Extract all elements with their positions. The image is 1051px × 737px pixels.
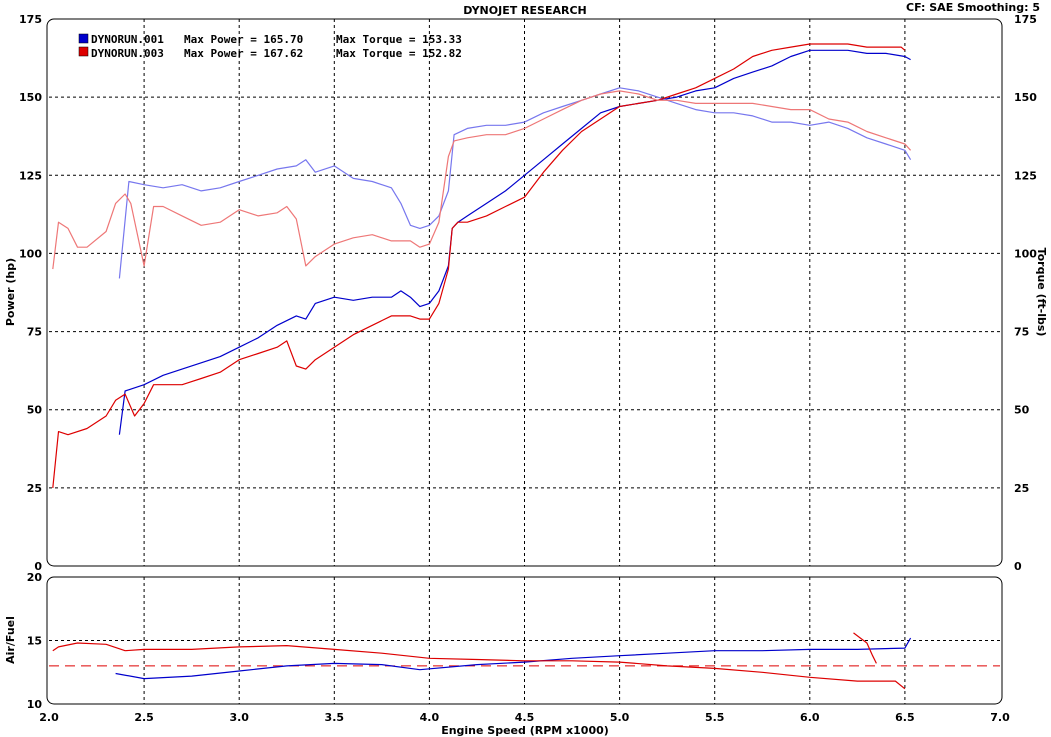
y-tick-label-left: 50 xyxy=(27,404,43,417)
legend-swatch-run2 xyxy=(78,46,89,57)
afr-axis-label: Air/Fuel xyxy=(4,616,17,664)
x-tick-label: 7.0 xyxy=(990,711,1010,724)
x-tick-label: 5.5 xyxy=(705,711,725,724)
x-tick-label: 4.5 xyxy=(515,711,535,724)
legend-run1-torque: Max Torque = 153.33 xyxy=(336,33,462,46)
y-tick-label-right: 100 xyxy=(1014,247,1037,260)
x-tick-label: 2.0 xyxy=(39,711,59,724)
y-tick-label-right: 75 xyxy=(1014,326,1029,339)
series-dynorun-001-torque-line xyxy=(118,87,912,279)
main-series xyxy=(52,43,912,488)
y-tick-label-right: 0 xyxy=(1014,560,1022,573)
afr-grid xyxy=(49,577,1000,704)
chart-title: DYNOJET RESEARCH xyxy=(463,4,586,17)
y-tick-label-left: 150 xyxy=(19,91,42,104)
y-tick-label-right: 150 xyxy=(1014,91,1037,104)
legend-run2-power: Max Power = 167.62 xyxy=(184,47,303,60)
afr-dynorun-001-air-fuel-line xyxy=(115,637,912,680)
x-tick-label: 6.0 xyxy=(800,711,820,724)
y-tick-label-right: 125 xyxy=(1014,169,1037,182)
series-dynorun-001-power-line xyxy=(118,49,911,435)
main-grid xyxy=(49,19,1000,566)
chart-settings: CF: SAE Smoothing: 5 xyxy=(906,1,1040,14)
afr-tick-label: 15 xyxy=(27,635,42,648)
x-tick-label: 3.5 xyxy=(325,711,345,724)
x-tick-label: 2.5 xyxy=(134,711,154,724)
afr-series xyxy=(52,632,912,690)
series-dynorun-003-torque-line xyxy=(52,90,912,270)
x-tick-label: 5.0 xyxy=(610,711,630,724)
y-tick-label-right: 50 xyxy=(1014,404,1030,417)
y-axis-label-right: Torque (ft-lbs) xyxy=(1035,248,1048,337)
legend: DYNORUN.001 Max Power = 165.70 Max Torqu… xyxy=(78,33,462,60)
afr-ticks: 10 15 20 xyxy=(27,571,43,711)
afr-dynorun-003-air-fuel-line xyxy=(52,642,906,690)
y-tick-label-right: 25 xyxy=(1014,482,1029,495)
legend-swatch-run1 xyxy=(78,33,89,44)
x-tick-label: 4.0 xyxy=(420,711,440,724)
y-tick-label-left: 75 xyxy=(27,326,42,339)
afr-tick-label: 20 xyxy=(27,571,43,584)
y-tick-label-right: 175 xyxy=(1014,13,1037,26)
y-tick-label-left: 175 xyxy=(19,13,42,26)
x-ticks: 2.0 2.5 3.0 3.5 4.0 4.5 5.0 5.5 6.0 6.5 7.0 xyxy=(39,711,1010,724)
y-tick-label-left: 25 xyxy=(27,482,42,495)
legend-run1-name: DYNORUN.001 xyxy=(91,33,164,46)
afr-dynorun-003-air-fuel-end-line xyxy=(853,632,877,664)
series-dynorun-003-power-line xyxy=(52,43,906,488)
afr-tick-label: 10 xyxy=(27,698,43,711)
legend-run2-torque: Max Torque = 152.82 xyxy=(336,47,462,60)
x-tick-label: 3.0 xyxy=(229,711,249,724)
x-axis-label: Engine Speed (RPM x1000) xyxy=(441,724,609,737)
x-tick-label: 6.5 xyxy=(895,711,915,724)
y-tick-label-left: 0 xyxy=(34,560,42,573)
main-ticks: 0 0 25 25 50 50 75 75 100 100 125 125 150 150 175 175 xyxy=(19,13,1037,573)
y-axis-label-left: Power (hp) xyxy=(4,258,17,326)
y-tick-label-left: 100 xyxy=(19,247,42,260)
legend-run2-name: DYNORUN.003 xyxy=(91,47,164,60)
legend-run1-power: Max Power = 165.70 xyxy=(184,33,303,46)
y-tick-label-left: 125 xyxy=(19,169,42,182)
